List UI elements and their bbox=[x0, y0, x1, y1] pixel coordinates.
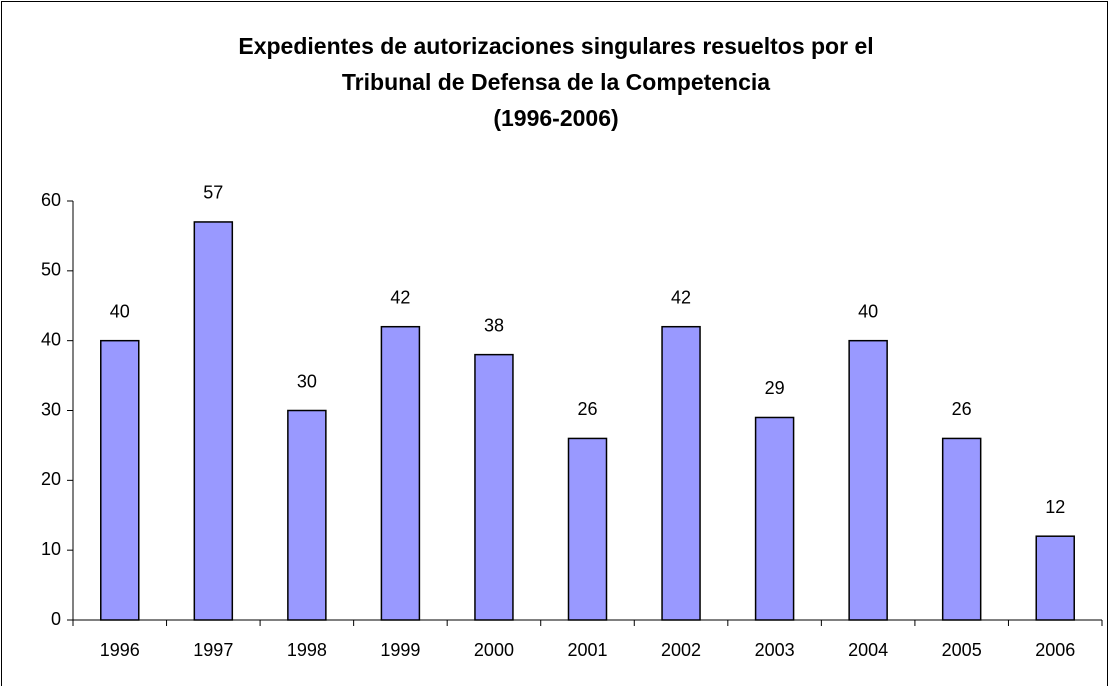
bar bbox=[661, 325, 701, 621]
bar bbox=[567, 437, 608, 621]
y-tick-label: 20 bbox=[41, 469, 61, 489]
data-label: 38 bbox=[484, 315, 504, 335]
data-label: 12 bbox=[1045, 497, 1065, 517]
x-tick-label: 2003 bbox=[755, 640, 795, 660]
x-tick-label: 1998 bbox=[287, 640, 327, 660]
y-tick-label: 50 bbox=[41, 260, 61, 280]
x-tick-label: 2006 bbox=[1035, 640, 1075, 660]
data-label: 26 bbox=[952, 399, 972, 419]
bar bbox=[754, 416, 795, 621]
bar bbox=[380, 325, 421, 621]
data-label: 40 bbox=[858, 301, 878, 321]
data-label: 42 bbox=[671, 287, 691, 307]
y-tick-label: 0 bbox=[51, 609, 61, 629]
y-tick-label: 10 bbox=[41, 539, 61, 559]
chart-title: Expedientes de autorizaciones singulares… bbox=[238, 33, 873, 59]
data-label: 30 bbox=[297, 371, 317, 391]
x-tick-label: 2004 bbox=[848, 640, 888, 660]
y-tick-label: 40 bbox=[41, 329, 61, 349]
y-tick-label: 30 bbox=[41, 399, 61, 419]
data-label: 26 bbox=[577, 399, 597, 419]
x-tick-label: 2002 bbox=[661, 640, 701, 660]
x-tick-label: 2000 bbox=[474, 640, 514, 660]
x-tick-label: 1996 bbox=[100, 640, 140, 660]
data-label: 29 bbox=[765, 378, 785, 398]
bar bbox=[941, 437, 982, 621]
data-label: 42 bbox=[390, 287, 410, 307]
bar bbox=[474, 353, 514, 621]
bar bbox=[287, 409, 327, 621]
bar bbox=[100, 339, 140, 621]
y-tick-label: 60 bbox=[41, 190, 61, 210]
bar bbox=[193, 221, 234, 621]
x-tick-label: 1997 bbox=[193, 640, 233, 660]
chart-title: (1996-2006) bbox=[493, 105, 618, 131]
x-tick-label: 2001 bbox=[567, 640, 607, 660]
x-tick-label: 1999 bbox=[380, 640, 420, 660]
chart-title: Tribunal de Defensa de la Competencia bbox=[342, 69, 770, 95]
data-label: 40 bbox=[110, 301, 130, 321]
bar bbox=[848, 339, 888, 621]
bar bbox=[1035, 535, 1075, 621]
data-label: 57 bbox=[203, 183, 223, 203]
x-tick-label: 2005 bbox=[942, 640, 982, 660]
